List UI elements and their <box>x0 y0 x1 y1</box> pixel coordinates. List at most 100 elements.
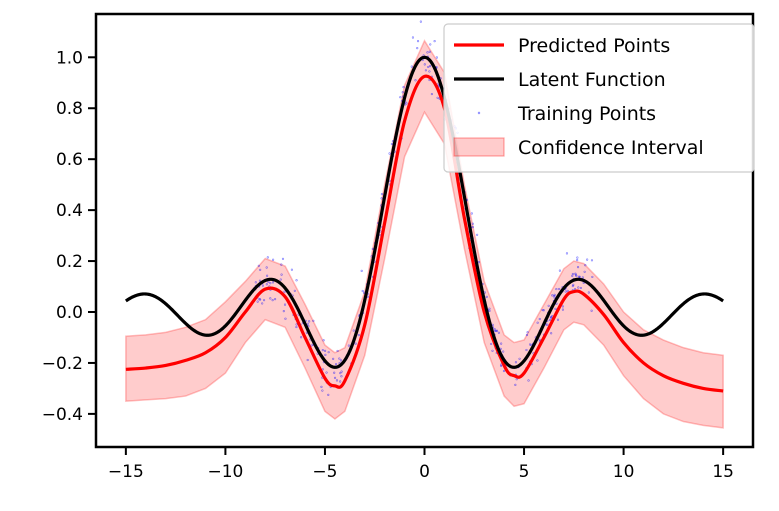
training-point <box>300 336 303 339</box>
training-point <box>576 256 579 259</box>
training-point <box>555 302 558 305</box>
x-tick-label: 10 <box>613 462 635 482</box>
training-point <box>527 379 530 382</box>
training-point <box>290 268 294 271</box>
training-point <box>399 96 402 99</box>
x-tick-label: −10 <box>207 462 243 482</box>
training-point <box>542 309 545 312</box>
training-point <box>579 286 582 290</box>
training-point <box>256 300 259 303</box>
training-point <box>327 351 330 354</box>
training-point <box>339 359 343 362</box>
training-point <box>322 339 325 342</box>
training-point <box>262 299 266 302</box>
training-point <box>502 369 506 373</box>
training-point <box>324 349 327 352</box>
training-point <box>591 275 594 279</box>
training-point <box>586 258 589 261</box>
training-point <box>590 309 593 312</box>
training-point <box>340 370 343 373</box>
training-point <box>518 357 521 360</box>
training-point <box>471 226 474 229</box>
training-point <box>576 258 579 262</box>
latent-function-line <box>124 55 725 369</box>
training-point <box>470 212 473 215</box>
y-tick-label: 0.8 <box>56 99 83 119</box>
training-point <box>485 295 488 299</box>
training-point <box>430 92 434 96</box>
training-point <box>411 36 415 39</box>
training-point <box>283 290 286 293</box>
training-point <box>380 197 383 200</box>
training-point <box>266 256 269 259</box>
training-point <box>416 39 420 43</box>
training-point <box>354 342 357 345</box>
predicted-points-line <box>125 74 724 393</box>
training-point <box>561 305 565 308</box>
training-point <box>575 274 578 277</box>
training-point <box>578 275 581 278</box>
training-point <box>335 379 339 382</box>
training-point <box>587 291 590 294</box>
training-point <box>488 309 491 313</box>
legend-item: Latent Function <box>454 69 666 91</box>
legend-patch-swatch <box>453 137 505 157</box>
training-point <box>581 276 584 279</box>
y-tick-label: −0.4 <box>42 405 83 425</box>
training-point <box>525 333 529 337</box>
y-tick-label: 0.0 <box>56 303 83 323</box>
training-point <box>525 348 528 352</box>
training-point <box>338 357 341 360</box>
training-point <box>321 368 324 371</box>
training-point <box>541 308 544 312</box>
training-point <box>428 64 432 68</box>
legend-label: Predicted Points <box>518 35 670 57</box>
training-point <box>429 43 432 46</box>
y-tick-label: 0.6 <box>56 150 83 170</box>
training-point <box>360 269 363 273</box>
x-tick-label: 0 <box>419 462 430 482</box>
training-point <box>352 329 355 332</box>
training-point <box>258 279 262 282</box>
training-point <box>280 273 283 276</box>
y-tick-label: −0.2 <box>42 354 83 374</box>
training-point <box>265 266 268 269</box>
training-point <box>271 299 274 302</box>
training-point <box>558 287 561 291</box>
training-point <box>564 290 567 293</box>
training-point <box>416 47 419 50</box>
training-point <box>476 233 479 236</box>
training-point <box>281 257 285 260</box>
legend-label: Latent Function <box>518 69 666 91</box>
training-point <box>577 275 581 278</box>
training-point <box>561 308 565 311</box>
x-tick-label: 15 <box>712 462 734 482</box>
training-point <box>571 272 574 276</box>
y-tick-label: 0.2 <box>56 252 83 272</box>
training-point <box>390 142 393 146</box>
legend-item: Predicted Points <box>454 35 670 57</box>
training-point <box>526 331 529 334</box>
training-point <box>551 294 554 297</box>
training-point <box>254 281 257 284</box>
training-point <box>497 331 500 334</box>
legend-label: Training Points <box>517 103 656 125</box>
training-point <box>380 193 384 196</box>
training-point <box>577 286 580 289</box>
training-point <box>410 65 413 68</box>
training-point <box>565 252 569 255</box>
training-point <box>419 20 422 23</box>
training-point <box>536 321 539 324</box>
training-point <box>340 375 343 378</box>
training-point <box>361 289 364 293</box>
training-point <box>320 385 323 388</box>
training-point <box>257 264 260 267</box>
axes: −15 −10 −5 0 5 10 15 −0.4 −0.2 0.0 0.2 0.4 0.6 0.8 1.0 <box>42 12 755 482</box>
training-point <box>308 320 311 323</box>
training-point <box>556 318 560 321</box>
training-point <box>388 152 391 155</box>
training-point <box>295 323 298 326</box>
training-point <box>550 332 553 335</box>
training-point <box>536 359 539 362</box>
